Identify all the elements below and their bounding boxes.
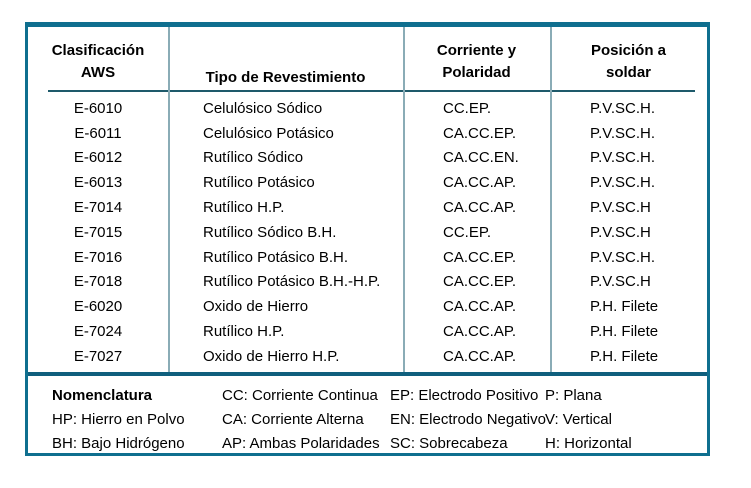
header-clasificacion-aws: Clasificación AWS [28, 27, 168, 90]
header-line: Corriente y [436, 41, 517, 59]
legend-separator-line [28, 372, 707, 376]
table-cell: E-7014 [73, 199, 123, 217]
table-cell: P.V.SC.H. [590, 248, 656, 266]
column-divider [168, 27, 170, 372]
table-row: E-6020 Oxido de Hierro CA.CC.AP. P.H. Filet… [28, 294, 707, 319]
legend-entry: BH: Bajo Hidrógeno [52, 435, 185, 452]
table-cell: Rutílico Potásico [203, 174, 315, 192]
electrode-table-frame: Clasificación AWS Tipo de Revestimiento … [25, 22, 710, 456]
legend-row: Nomenclatura CC: Corriente Continua EP: El… [52, 384, 707, 408]
table-cell: P.V.SC.H [590, 273, 651, 291]
table-cell: Rutílico H.P. [203, 199, 285, 217]
header-line: AWS [80, 63, 116, 81]
table-body: E-6010 Celulósico Sódico CC.EP. P.V.SC.H. E-… [28, 92, 707, 369]
legend-section: Nomenclatura CC: Corriente Continua EP: El… [28, 376, 707, 456]
table-cell: CA.CC.AP. [443, 298, 517, 316]
table-cell: P.V.SC.H. [590, 99, 656, 117]
table-cell: CA.CC.EP. [443, 124, 517, 142]
table-cell: Rutílico Sódico [203, 149, 304, 167]
table-cell: E-6020 [73, 298, 123, 316]
legend-entry: P: Plana [545, 387, 602, 404]
legend-entry: AP: Ambas Polaridades [222, 435, 380, 452]
table-cell: CC.EP. [443, 223, 492, 241]
table-cell: CA.CC.EP. [443, 248, 517, 266]
header-line: Polaridad [442, 63, 511, 81]
electrode-table: Clasificación AWS Tipo de Revestimiento … [28, 27, 707, 372]
table-cell: E-6010 [73, 99, 123, 117]
table-cell: Rutílico Potásico B.H. [203, 248, 349, 266]
table-cell: P.V.SC.H. [590, 174, 656, 192]
table-cell: Rutílico Potásico B.H.-H.P. [203, 273, 381, 291]
table-cell: P.V.SC.H [590, 223, 651, 241]
table-cell: CA.CC.EP. [443, 273, 517, 291]
table-cell: Celulósico Potásico [203, 124, 334, 142]
table-cell: CA.CC.EN. [443, 149, 519, 167]
table-cell: E-6011 [74, 124, 122, 142]
table-cell: CA.CC.AP. [443, 323, 517, 341]
header-tipo-revestimiento: Tipo de Revestimiento [168, 27, 403, 90]
legend-entry: EN: Electrodo Negativo [390, 411, 546, 428]
table-cell: P.V.SC.H. [590, 124, 656, 142]
table-row: E-7014 Rutílico H.P. CA.CC.AP. P.V.SC.H [28, 195, 707, 220]
table-row: E-6010 Celulósico Sódico CC.EP. P.V.SC.H. [28, 96, 707, 121]
header-line: Posición a [590, 41, 667, 59]
table-cell: E-7016 [73, 248, 123, 266]
table-cell: E-6013 [73, 174, 123, 192]
table-cell: E-7015 [73, 223, 123, 241]
table-cell: P.H. Filete [590, 298, 659, 316]
legend-row: BH: Bajo Hidrógeno AP: Ambas Polaridades S… [52, 432, 707, 456]
legend-entry: H: Horizontal [545, 435, 632, 452]
table-cell: P.V.SC.H [590, 199, 651, 217]
table-cell: CA.CC.AP. [443, 199, 517, 217]
table-cell: E-7018 [73, 273, 123, 291]
table-cell: Celulósico Sódico [203, 99, 323, 117]
legend-row: HP: Hierro en Polvo CA: Corriente Alterna… [52, 408, 707, 432]
legend-title: Nomenclatura [52, 387, 153, 404]
table-header-row: Clasificación AWS Tipo de Revestimiento … [28, 27, 707, 90]
legend-entry: HP: Hierro en Polvo [52, 411, 185, 428]
header-line: Tipo de Revestimiento [205, 69, 366, 86]
table-cell: P.V.SC.H. [590, 149, 656, 167]
table-row: E-7015 Rutílico Sódico B.H. CC.EP. P.V.SC.H [28, 220, 707, 245]
table-cell: P.H. Filete [590, 347, 659, 365]
header-separator-line [48, 90, 695, 92]
table-cell: P.H. Filete [590, 323, 659, 341]
column-divider [403, 27, 405, 372]
table-cell: Rutílico H.P. [203, 323, 285, 341]
table-cell: CC.EP. [443, 99, 492, 117]
table-cell: E-7027 [73, 347, 123, 365]
table-row: E-7018 Rutílico Potásico B.H.-H.P. CA.CC.E… [28, 270, 707, 295]
table-cell: Oxido de Hierro H.P. [203, 347, 340, 365]
header-posicion-soldar: Posición a soldar [550, 27, 707, 90]
legend-entry: EP: Electrodo Positivo [390, 387, 539, 404]
table-row: E-7016 Rutílico Potásico B.H. CA.CC.EP. P.V… [28, 245, 707, 270]
table-row: E-6013 Rutílico Potásico CA.CC.AP. P.V.SC.H… [28, 170, 707, 195]
legend-entry: CC: Corriente Continua [222, 387, 378, 404]
table-row: E-7027 Oxido de Hierro H.P. CA.CC.AP. P.H. … [28, 344, 707, 369]
column-divider [550, 27, 552, 372]
legend-entry: CA: Corriente Alterna [222, 411, 364, 428]
header-line: Clasificación [51, 41, 145, 59]
table-cell: E-6012 [73, 149, 123, 167]
header-corriente-polaridad: Corriente y Polaridad [403, 27, 550, 90]
header-line: soldar [605, 63, 651, 81]
table-cell: CA.CC.AP. [443, 174, 517, 192]
table-cell: Rutílico Sódico B.H. [203, 223, 337, 241]
table-cell: CA.CC.AP. [443, 347, 517, 365]
table-row: E-6011 Celulósico Potásico CA.CC.EP. P.V.SC… [28, 121, 707, 146]
table-row: E-7024 Rutílico H.P. CA.CC.AP. P.H. Filete [28, 319, 707, 344]
table-cell: Oxido de Hierro [203, 298, 309, 316]
legend-entry: V: Vertical [545, 411, 612, 428]
table-cell: E-7024 [73, 323, 123, 341]
legend-entry: SC: Sobrecabeza [390, 435, 508, 452]
table-row: E-6012 Rutílico Sódico CA.CC.EN. P.V.SC.H. [28, 146, 707, 171]
